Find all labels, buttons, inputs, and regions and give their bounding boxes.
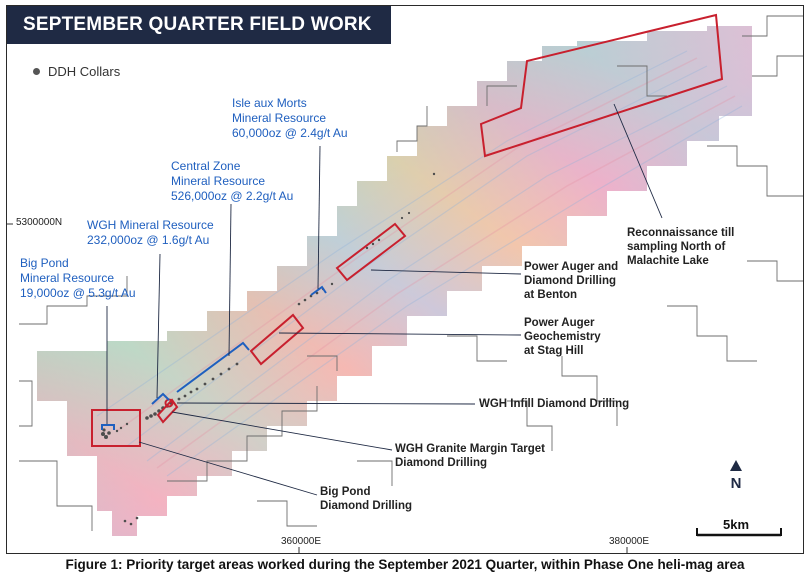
- box-big-pond: [91, 409, 141, 447]
- grid-label-easting-2: 380000E: [609, 536, 650, 547]
- scale-bar: [696, 528, 782, 537]
- label-wgh-granite: WGH Granite Margin Target Diamond Drilli…: [395, 443, 545, 469]
- bracket-central-zone: [176, 341, 250, 393]
- mag-coverage: [37, 26, 752, 536]
- label-big-pond: Big Pond Mineral Resource 19,000oz @ 5.3…: [20, 256, 136, 300]
- bracket-isle-aux-morts: [310, 285, 327, 296]
- label-benton: Power Auger and Diamond Drilling at Bent…: [524, 261, 619, 301]
- box-reconnaissance: [479, 13, 724, 158]
- map-title: SEPTEMBER QUARTER FIELD WORK: [7, 6, 391, 44]
- survey-outlines: [19, 15, 803, 531]
- box-stag-hill: [249, 313, 305, 366]
- heli-mag-map: [7, 13, 803, 553]
- target-boxes: [91, 13, 724, 447]
- bracket-big-pond: [101, 424, 115, 430]
- grid-ticks: [7, 223, 628, 553]
- north-label: N: [730, 475, 742, 492]
- north-arrow: N: [725, 460, 747, 492]
- label-wgh-infill: WGH Infill Diamond Drilling: [479, 398, 630, 410]
- label-big-pond-drilling: Big Pond Diamond Drilling: [320, 486, 412, 512]
- bracket-wgh: [151, 392, 170, 405]
- leader-lines: [106, 103, 663, 496]
- figure-caption: Figure 1: Priority target areas worked d…: [65, 557, 745, 572]
- label-central-zone: Central Zone Mineral Resource 526,000oz …: [171, 159, 294, 203]
- resource-brackets: [101, 285, 327, 430]
- legend-label: DDH Collars: [48, 64, 121, 79]
- box-benton: [335, 222, 407, 282]
- label-wgh: WGH Mineral Resource 232,000oz @ 1.6g/t …: [87, 218, 214, 247]
- north-arrow-icon: [730, 460, 742, 471]
- legend: DDH Collars: [33, 64, 120, 79]
- map-frame: SEPTEMBER QUARTER FIELD WORK DDH Collars…: [6, 5, 804, 554]
- scale-bar-label: 5km: [723, 517, 750, 532]
- label-stag-hill: Power Auger Geochemistry at Stag Hill: [524, 317, 601, 357]
- grid-label-easting-1: 360000E: [281, 536, 322, 547]
- label-reconnaissance: Reconnaissance till sampling North of Ma…: [627, 227, 735, 267]
- box-wgh-granite: [156, 398, 179, 424]
- ddh-collar-legend-icon: [33, 68, 40, 75]
- grid-label-northing: 5300000N: [16, 217, 63, 228]
- label-isle-aux-morts: Isle aux Morts Mineral Resource 60,000oz…: [232, 96, 348, 140]
